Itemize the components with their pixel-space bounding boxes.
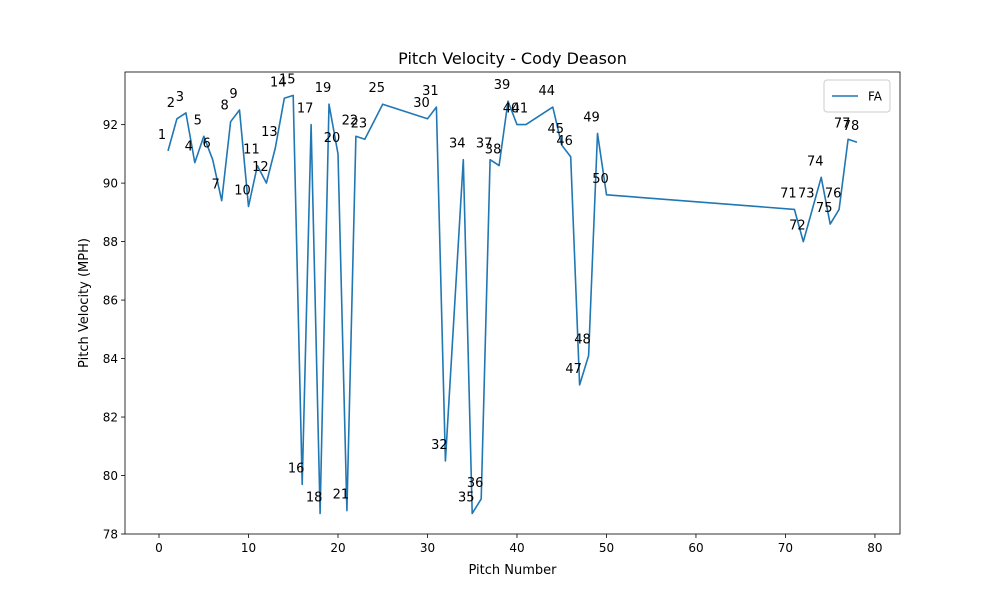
- point-label: 76: [825, 186, 842, 201]
- x-tick-label: 50: [599, 541, 614, 555]
- point-label: 39: [494, 78, 511, 93]
- point-label: 16: [288, 461, 305, 476]
- axes-frame: [124, 71, 901, 535]
- point-label: 21: [333, 488, 350, 503]
- y-tick-label: 82: [103, 411, 118, 425]
- point-label: 14: [270, 75, 287, 90]
- point-label: 47: [565, 362, 582, 377]
- point-label: 45: [547, 122, 564, 137]
- point-label: 10: [234, 184, 251, 199]
- x-tick-label: 0: [155, 541, 163, 555]
- legend-label: FA: [868, 90, 883, 104]
- point-label: 40: [503, 102, 520, 117]
- point-label: 77: [834, 116, 851, 131]
- point-label: 11: [243, 143, 260, 158]
- point-label: 48: [574, 333, 591, 348]
- y-axis-label: Pitch Velocity (MPH): [77, 238, 92, 368]
- point-label: 7: [212, 178, 220, 193]
- point-label: 8: [220, 99, 228, 114]
- x-axis-label: Pitch Number: [468, 563, 557, 578]
- point-label: 46: [556, 134, 573, 149]
- point-label: 1: [158, 128, 166, 143]
- x-tick-label: 10: [241, 541, 256, 555]
- series-line-fa: [167, 94, 858, 515]
- point-label: 6: [203, 137, 211, 152]
- point-label: 12: [252, 160, 269, 175]
- point-label: 41: [512, 102, 529, 117]
- x-tick-label: 80: [867, 541, 882, 555]
- y-tick-label: 86: [103, 294, 118, 308]
- y-tick-label: 88: [103, 235, 118, 249]
- chart-title: Pitch Velocity - Cody Deason: [398, 49, 627, 68]
- point-label: 19: [315, 81, 332, 96]
- point-label: 30: [413, 96, 430, 111]
- point-label: 44: [538, 84, 555, 99]
- point-label: 72: [789, 219, 806, 234]
- point-label: 31: [422, 84, 439, 99]
- point-label: 5: [194, 113, 202, 128]
- y-tick-label: 90: [103, 177, 118, 191]
- point-label: 4: [185, 140, 193, 155]
- point-label: 9: [229, 87, 237, 102]
- point-label: 71: [780, 186, 797, 201]
- point-label: 75: [816, 201, 833, 216]
- point-label: 2: [167, 96, 175, 111]
- point-label: 34: [449, 137, 466, 152]
- x-tick-label: 20: [330, 541, 345, 555]
- point-label: 17: [297, 102, 314, 117]
- y-tick-label: 78: [103, 528, 118, 542]
- point-label: 35: [458, 491, 475, 506]
- point-label: 73: [798, 186, 815, 201]
- point-label: 3: [176, 90, 184, 105]
- y-tick-label: 80: [103, 469, 118, 483]
- point-label: 38: [485, 143, 502, 158]
- point-label: 32: [431, 438, 448, 453]
- point-label: 22: [342, 113, 359, 128]
- point-label: 37: [476, 137, 493, 152]
- point-label: 18: [306, 491, 323, 506]
- point-label: 25: [368, 81, 385, 96]
- x-tick-label: 70: [778, 541, 793, 555]
- point-label: 50: [592, 172, 609, 187]
- point-label: 15: [279, 72, 296, 87]
- point-label: 74: [807, 154, 824, 169]
- x-tick-label: 60: [688, 541, 703, 555]
- point-label: 36: [467, 476, 484, 491]
- y-tick-label: 92: [103, 118, 118, 132]
- point-label: 78: [843, 119, 860, 134]
- x-tick-label: 40: [509, 541, 524, 555]
- point-label: 13: [261, 125, 278, 140]
- y-tick-label: 84: [103, 352, 118, 366]
- point-label: 20: [324, 131, 341, 146]
- point-label: 49: [583, 110, 600, 125]
- x-tick-label: 30: [420, 541, 435, 555]
- point-label: 23: [351, 116, 368, 131]
